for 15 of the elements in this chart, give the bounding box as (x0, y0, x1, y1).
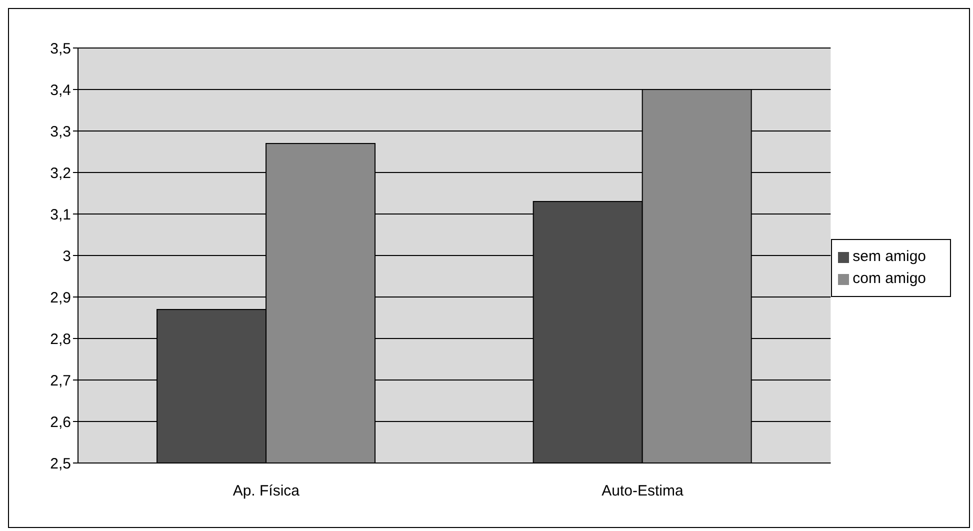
y-tick-label: 2,9 (50, 289, 71, 306)
y-tick-label: 3,3 (50, 123, 71, 140)
y-tick-label: 2,5 (50, 455, 71, 472)
y-tick-label: 3 (62, 248, 71, 265)
x-tick-label: Auto-Estima (602, 482, 684, 500)
y-tick-label: 3,5 (50, 40, 71, 58)
y-tick-label: 3,1 (50, 206, 71, 224)
y-tick-label: 3,4 (50, 82, 71, 99)
y-tick-label: 2,6 (50, 414, 71, 431)
x-tick-label: Ap. Física (232, 482, 300, 500)
y-tick-label: 2,8 (50, 330, 71, 348)
y-tick-label: 2,7 (50, 372, 71, 390)
legend-label: sem amigo (852, 248, 926, 265)
y-tick-label: 3,2 (50, 164, 71, 182)
legend-label: com amigo (852, 270, 926, 287)
